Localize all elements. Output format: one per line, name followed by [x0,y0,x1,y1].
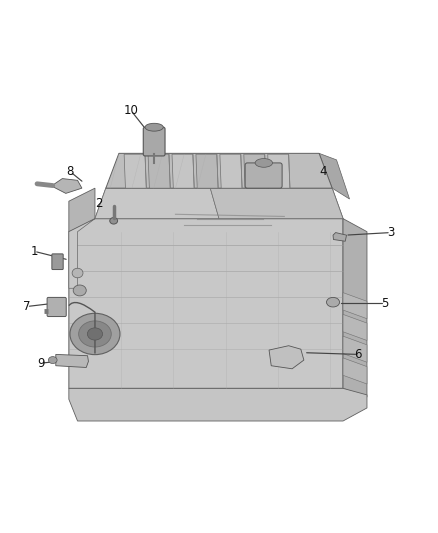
Polygon shape [69,219,343,389]
Text: 1: 1 [30,245,38,258]
Ellipse shape [87,328,102,340]
FancyBboxPatch shape [245,163,282,188]
Polygon shape [95,188,219,219]
Polygon shape [343,358,367,384]
Polygon shape [51,179,82,193]
FancyBboxPatch shape [52,254,63,270]
Ellipse shape [73,285,86,296]
Text: 2: 2 [95,197,103,210]
Polygon shape [69,219,95,288]
Polygon shape [56,354,88,367]
Polygon shape [268,154,290,188]
Polygon shape [269,346,304,369]
Ellipse shape [79,321,111,347]
Ellipse shape [145,123,163,131]
Polygon shape [343,336,367,362]
FancyBboxPatch shape [143,127,165,156]
Polygon shape [148,154,170,188]
Text: 10: 10 [124,104,138,117]
Polygon shape [210,188,343,219]
Polygon shape [220,154,242,188]
Text: 4: 4 [320,165,327,178]
Text: 3: 3 [387,226,395,239]
Text: 9: 9 [37,357,44,369]
Polygon shape [69,389,367,421]
Polygon shape [333,232,346,241]
Text: 6: 6 [354,348,362,361]
Polygon shape [106,154,332,188]
Polygon shape [69,188,95,232]
Polygon shape [124,154,146,188]
Polygon shape [319,154,350,199]
Polygon shape [244,154,266,188]
Text: 8: 8 [67,165,74,178]
Ellipse shape [48,357,57,364]
Polygon shape [343,219,367,397]
Polygon shape [343,314,367,341]
Polygon shape [172,154,194,188]
Ellipse shape [70,313,120,354]
Polygon shape [95,188,343,219]
Text: 7: 7 [23,300,30,313]
Ellipse shape [72,268,83,278]
Ellipse shape [110,217,117,224]
Text: 5: 5 [381,297,389,310]
Polygon shape [196,154,218,188]
Ellipse shape [326,297,339,307]
Polygon shape [343,293,367,319]
FancyBboxPatch shape [47,297,66,317]
Ellipse shape [255,158,272,167]
